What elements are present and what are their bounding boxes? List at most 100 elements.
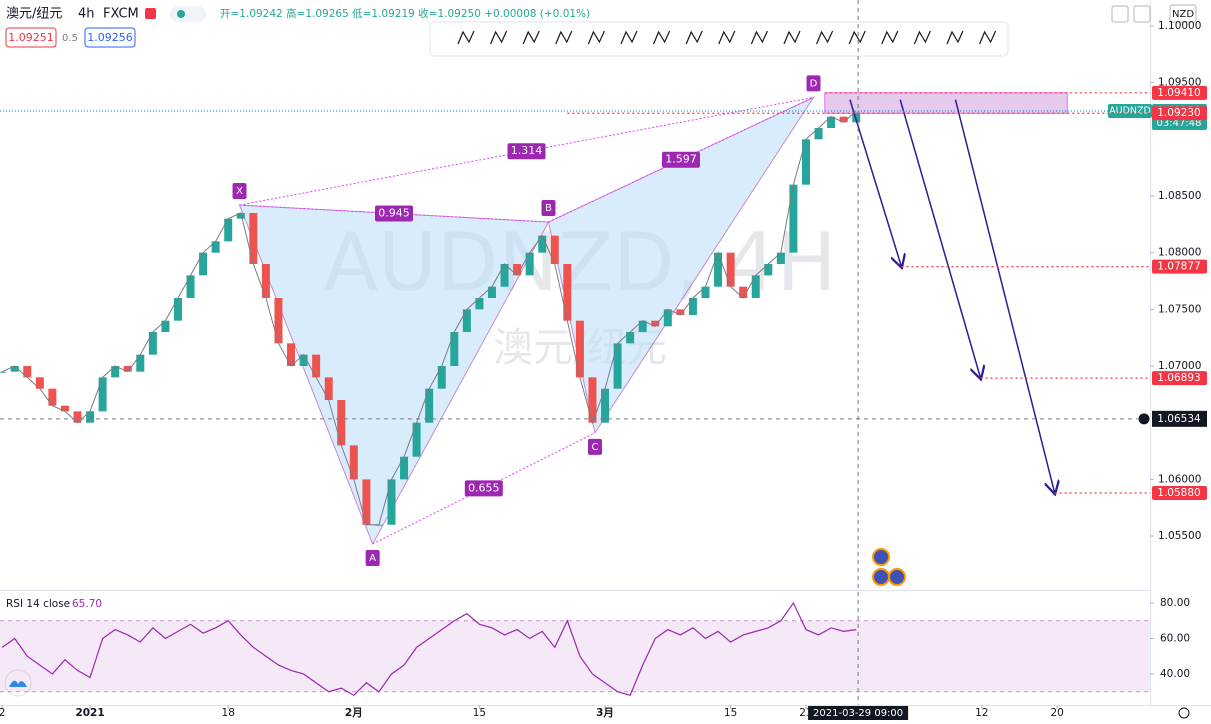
logo-button[interactable] — [4, 669, 32, 697]
ratio-label: 1.597 — [665, 153, 697, 166]
x-tick-label: 20 — [1050, 707, 1063, 719]
candle — [400, 456, 409, 480]
x-tick-label: 2021 — [75, 707, 104, 719]
candle — [538, 235, 547, 253]
ratio-line — [548, 96, 814, 223]
candle — [550, 235, 559, 264]
countdown: 03:47:48 — [1157, 118, 1202, 129]
currency: NZD — [1172, 9, 1194, 20]
event-icon[interactable] — [872, 568, 890, 586]
crosshair-price: 1.06534 — [1157, 413, 1201, 425]
tool-button[interactable] — [779, 26, 805, 52]
header: 澳元/纽元 4h FXCM 开=1.09242 高=1.09265 低=1.09… — [5, 4, 1197, 48]
tool-icon — [913, 30, 931, 45]
candle — [714, 252, 723, 287]
symbol[interactable]: 澳元/纽元 — [6, 6, 62, 22]
point-label: B — [545, 203, 552, 214]
candle — [801, 139, 810, 185]
tool-button[interactable] — [616, 26, 642, 52]
crosshair-time: 2021-03-29 09:00 — [813, 708, 903, 719]
candle — [98, 377, 107, 412]
tool-icon — [555, 30, 573, 45]
tool-icon — [946, 30, 964, 45]
drawing-toolbar — [429, 21, 1009, 57]
ratio-box — [507, 143, 546, 160]
candle — [663, 309, 672, 327]
tool-icon — [848, 30, 866, 45]
candle — [726, 252, 735, 287]
refresh-button[interactable] — [1133, 5, 1151, 23]
candle — [86, 411, 95, 423]
level-label: 1.05880 — [1157, 487, 1200, 499]
tool-button[interactable] — [681, 26, 707, 52]
candle — [10, 366, 19, 372]
candle — [236, 212, 245, 219]
candle — [513, 263, 522, 276]
sell-price: 1.09251 — [8, 31, 54, 44]
tool-button[interactable] — [909, 26, 935, 52]
candle — [312, 354, 321, 378]
arrow — [899, 99, 980, 379]
ratio-label: 0.945 — [378, 207, 410, 220]
tool-button[interactable] — [551, 26, 577, 52]
tool-button[interactable] — [486, 26, 512, 52]
tool-button[interactable] — [714, 26, 740, 52]
interval[interactable]: 4h — [78, 7, 95, 22]
tool-button[interactable] — [844, 26, 870, 52]
currency-button[interactable] — [1169, 4, 1197, 23]
point-box — [587, 438, 602, 455]
level-label: 1.09230 — [1157, 107, 1200, 119]
ratio-line — [239, 204, 549, 223]
rsi-tick-label: 40.00 — [1160, 668, 1190, 680]
candle — [136, 354, 145, 372]
tool-button[interactable] — [583, 26, 609, 52]
tool-button[interactable] — [518, 26, 544, 52]
y-tick-label: 1.07500 — [1158, 303, 1201, 315]
crosshair-plus[interactable] — [1137, 412, 1151, 426]
candle — [651, 320, 660, 327]
rsi-title: RSI 14 close — [6, 598, 70, 610]
event-icon[interactable] — [872, 548, 890, 566]
tool-button[interactable] — [942, 26, 968, 52]
buy-button[interactable] — [84, 27, 136, 48]
candle — [487, 286, 496, 299]
candle — [211, 241, 220, 253]
status[interactable] — [170, 6, 206, 22]
ohlc: 开=1.09242 高=1.09265 低=1.09219 收=1.09250 … — [220, 7, 590, 20]
tool-button[interactable] — [877, 26, 903, 52]
point-label: D — [810, 78, 818, 89]
symbol-tag — [1108, 103, 1152, 118]
event-icon[interactable] — [888, 568, 906, 586]
settings-button[interactable] — [1178, 707, 1190, 719]
level-tag — [1152, 106, 1207, 121]
tool-button[interactable] — [453, 26, 479, 52]
ratio-box — [464, 480, 503, 497]
tool-button[interactable] — [649, 26, 675, 52]
candle — [839, 116, 848, 123]
y-tick-label: 1.05500 — [1158, 530, 1201, 542]
x-tick-label: 2月 — [345, 707, 363, 719]
download-button[interactable] — [1111, 5, 1129, 23]
candle — [412, 422, 421, 457]
point-box — [232, 183, 247, 200]
candle — [387, 479, 396, 525]
flag[interactable] — [145, 8, 156, 19]
ratio-label: 0.655 — [468, 481, 500, 494]
candle — [575, 320, 584, 378]
tool-button[interactable] — [812, 26, 838, 52]
level-tag — [1152, 85, 1207, 100]
candle — [287, 343, 296, 367]
tool-button[interactable] — [975, 26, 1001, 52]
candle — [563, 263, 572, 321]
sell-button[interactable] — [5, 27, 57, 48]
candle — [676, 309, 685, 316]
candle — [450, 332, 459, 367]
candle — [776, 252, 785, 264]
candle — [525, 252, 534, 276]
candle — [148, 332, 157, 355]
tool-button[interactable] — [746, 26, 772, 52]
level-label: 1.07877 — [1157, 261, 1200, 273]
rsi-line — [1, 601, 857, 696]
x-tick-label: 18 — [222, 707, 235, 719]
